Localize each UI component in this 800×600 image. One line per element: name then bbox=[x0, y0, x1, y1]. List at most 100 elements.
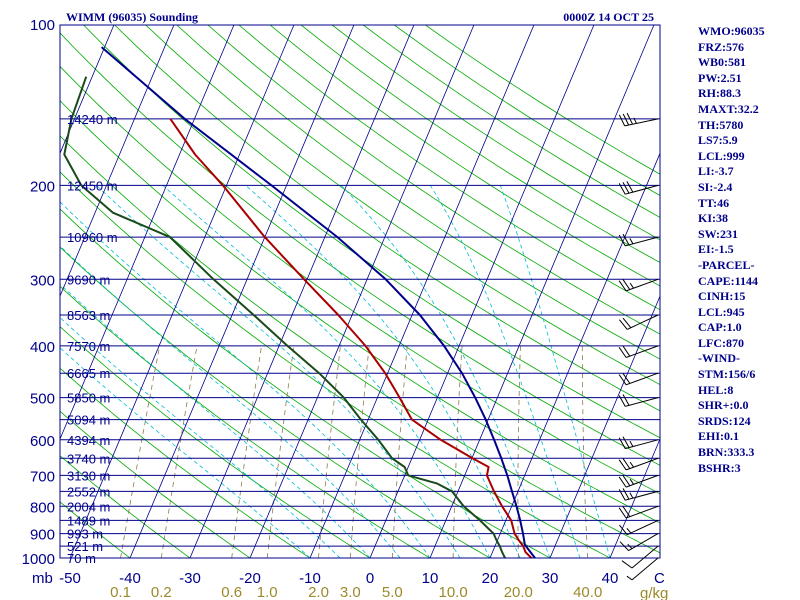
wind-barb-half-flag bbox=[629, 461, 635, 468]
temperature-tick-label: 10 bbox=[422, 570, 439, 587]
wind-barb-flag bbox=[622, 113, 630, 126]
wind-barb-half-flag bbox=[629, 282, 635, 289]
wind-barb bbox=[618, 278, 659, 292]
height-level-label: 70 m bbox=[67, 551, 96, 566]
temperature-trace bbox=[169, 118, 534, 558]
dry-adiabat-line bbox=[238, 25, 660, 311]
sounding-index-item: TT:46 bbox=[698, 195, 730, 210]
sounding-index-item: SHR+:0.0 bbox=[698, 398, 749, 413]
sounding-index-item: SRDS:124 bbox=[698, 413, 751, 428]
wind-barb bbox=[619, 519, 659, 536]
wind-barb-half-flag bbox=[629, 440, 634, 447]
dry-adiabat-line bbox=[60, 208, 551, 558]
sounding-index-item: BRN:333.3 bbox=[698, 445, 755, 460]
wind-barb-staff bbox=[625, 439, 659, 450]
height-level-label: 521 m bbox=[67, 539, 103, 554]
wind-barb-staff bbox=[625, 236, 659, 247]
dry-adiabat-line bbox=[60, 285, 431, 558]
wind-barb bbox=[618, 112, 659, 127]
dry-adiabat-line bbox=[60, 100, 660, 524]
sounding-index-item: LFC:870 bbox=[698, 335, 744, 350]
wind-barb-staff bbox=[626, 519, 659, 536]
temperature-tick-labels: -50 -40 -30 -20 -10 0 10 20 30 40 bbox=[59, 570, 618, 587]
sounding-index-item: CAP:1.0 bbox=[698, 320, 742, 335]
wind-barb-flag bbox=[622, 458, 631, 469]
wind-barb-flag bbox=[618, 395, 626, 407]
wind-barb-flag bbox=[618, 489, 626, 501]
isotherm-line bbox=[549, 295, 660, 558]
sounding-index-item: BSHR:3 bbox=[698, 460, 741, 475]
height-level-label: 8563 m bbox=[67, 308, 110, 323]
dry-adiabat-line bbox=[269, 25, 660, 287]
moist-adiabat-line bbox=[430, 185, 581, 558]
pressure-unit-label: mb bbox=[32, 570, 53, 587]
temperature-tick-label: 40 bbox=[602, 570, 619, 587]
mixing-ratio-unit-label: g/kg bbox=[640, 585, 668, 600]
dry-adiabat-line bbox=[60, 410, 251, 558]
dry-adiabat-line bbox=[60, 367, 311, 558]
height-level-label: 1489 m bbox=[67, 513, 110, 528]
pressure-tick-label: 200 bbox=[30, 178, 55, 195]
wind-barb-half-flag bbox=[626, 527, 632, 534]
height-level-label: 14240 m bbox=[67, 112, 118, 127]
isotherm-line bbox=[60, 25, 115, 155]
sounding-index-item: -WIND- bbox=[698, 351, 740, 366]
wind-barb-staff bbox=[625, 278, 659, 292]
dry-adiabat-line bbox=[114, 25, 660, 412]
height-level-label: 12450 m bbox=[67, 178, 118, 193]
wind-barb bbox=[618, 394, 659, 407]
pressure-tick-label: 800 bbox=[30, 499, 55, 516]
wind-barb-flag bbox=[619, 524, 628, 536]
dry-adiabat-line bbox=[60, 171, 611, 558]
isotherm-line bbox=[60, 25, 175, 298]
sounding-index-item: SW:231 bbox=[698, 226, 739, 241]
isotherm-line bbox=[429, 25, 655, 558]
height-level-label: 10960 m bbox=[67, 230, 118, 245]
height-level-label: 7570 m bbox=[67, 339, 110, 354]
sounding-traces bbox=[63, 46, 536, 558]
wind-barb-flag bbox=[618, 183, 626, 195]
wind-barb bbox=[621, 545, 659, 569]
moist-adiabat-line bbox=[162, 185, 491, 558]
wind-barb-staff bbox=[625, 457, 659, 471]
height-level-label: 9690 m bbox=[67, 272, 110, 287]
wind-barbs bbox=[618, 112, 659, 581]
wind-barb bbox=[618, 488, 659, 501]
isotherm-line bbox=[60, 25, 235, 441]
wind-barb-flag bbox=[618, 114, 626, 127]
sounding-index-item: PW:2.51 bbox=[698, 70, 742, 85]
sounding-index-item: LCL:945 bbox=[698, 304, 745, 319]
mixing-ratio-label: 5.0 bbox=[382, 584, 403, 600]
mixing-ratio-label: 40.0 bbox=[573, 584, 602, 600]
temperature-tick-label: -40 bbox=[119, 570, 141, 587]
wind-barb-staff bbox=[625, 474, 659, 488]
sounding-index-item: HEL:8 bbox=[698, 382, 734, 397]
wind-barb-flag bbox=[622, 436, 630, 448]
wind-barb-staff bbox=[625, 372, 659, 386]
height-level-label: 4394 m bbox=[67, 433, 110, 448]
wind-barb-flag bbox=[618, 507, 627, 519]
wind-barb-flag bbox=[626, 112, 634, 125]
wind-barb bbox=[618, 372, 659, 386]
wind-barb-flag bbox=[626, 181, 634, 193]
sounding-index-item: MAXT:32.2 bbox=[698, 101, 759, 116]
pressure-tick-label: 500 bbox=[30, 391, 55, 408]
mixing-ratio-label: 2.0 bbox=[308, 584, 329, 600]
mixing-ratio-label: 3.0 bbox=[340, 584, 361, 600]
dry-adiabat-line bbox=[207, 25, 660, 335]
dry-adiabat-line bbox=[145, 25, 660, 386]
pressure-tick-label: 600 bbox=[30, 433, 55, 450]
wind-barb-flag bbox=[621, 560, 633, 569]
wind-barb-half-flag bbox=[629, 492, 634, 499]
pressure-tick-labels: 100 200 300 400 500 600 700 800 900 1000 bbox=[22, 17, 55, 568]
mixing-ratio-labels: 0.1 0.2 0.6 1.0 2.0 3.0 5.0 10.0 20.0 40.0 bbox=[110, 584, 602, 600]
temperature-tick-label: -10 bbox=[299, 570, 321, 587]
wind-barb-flag bbox=[622, 372, 631, 384]
height-level-label: 993 m bbox=[67, 527, 103, 542]
wind-barb bbox=[626, 557, 659, 581]
wind-barb-flag bbox=[618, 347, 627, 358]
sounding-index-item: EHI:0.1 bbox=[698, 429, 740, 444]
wind-barb-half-flag bbox=[633, 117, 637, 124]
mixing-ratio-label: 0.6 bbox=[221, 584, 242, 600]
wind-barb bbox=[618, 345, 659, 358]
